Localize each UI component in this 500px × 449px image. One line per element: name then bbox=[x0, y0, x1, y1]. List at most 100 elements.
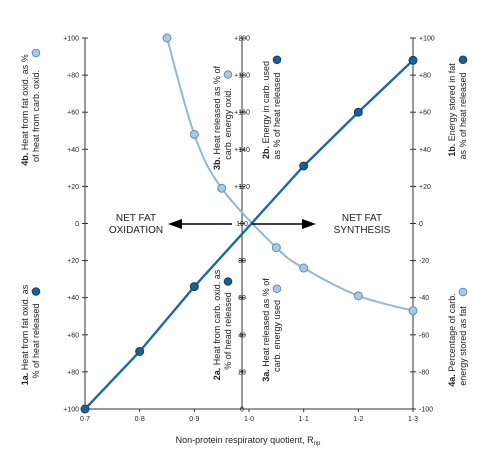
axis-label-number: 3b. bbox=[212, 155, 222, 171]
axis-label-number: 1b. bbox=[447, 141, 457, 157]
dark-series-point bbox=[353, 107, 363, 117]
oxidation-line-1: NET FAT bbox=[116, 213, 156, 224]
light-series-point bbox=[217, 183, 227, 193]
mid-tick-label: +200 bbox=[234, 36, 250, 43]
axis-label-line-1: 1b. Energy stored in fat bbox=[447, 63, 457, 157]
dark-series-point bbox=[189, 282, 199, 292]
axis-label-line-1: 4b. Heat from fat oxid. as % bbox=[20, 54, 30, 166]
label-1a: 1a. Heat from fat oxid. as% of heat rele… bbox=[20, 284, 41, 385]
axis-label-line-2: energy stored as fat bbox=[458, 306, 468, 386]
right-tick-label: -20 bbox=[419, 258, 429, 265]
right-tick-label: +40 bbox=[419, 147, 431, 154]
mid-tick-label: 100 bbox=[236, 221, 248, 228]
net-fat-oxidation-annotation: NET FAT OXIDATION bbox=[109, 213, 163, 236]
data-series bbox=[80, 33, 418, 414]
axis-label-line-1: 3a. Heat released as % of bbox=[261, 278, 271, 382]
left-tick-label: +60 bbox=[67, 332, 79, 339]
left-tick-label: 0 bbox=[75, 221, 79, 228]
mid-tick-label: +180 bbox=[234, 73, 250, 80]
left-tick-label: +20 bbox=[67, 184, 79, 191]
label-3b: 3b. Heat released as % of carb. energy ox… bbox=[212, 65, 233, 170]
left-tick-label: +80 bbox=[67, 369, 79, 376]
axis-label-line-2: of heat from carb. oxid. bbox=[31, 70, 41, 162]
axis-label-number: 4b. bbox=[20, 150, 30, 166]
axis-label-text: Energy in carb. used bbox=[261, 61, 271, 144]
mid-tick-label: 60 bbox=[238, 295, 246, 302]
axis-label-line-2: as % of heat released bbox=[458, 72, 468, 159]
right-tick-label: -100 bbox=[419, 407, 433, 414]
light-legend-marker bbox=[223, 70, 233, 79]
x-tick-label: 0·9 bbox=[189, 416, 199, 423]
mid-tick-label: +160 bbox=[234, 110, 250, 117]
axis-label-number: 1a. bbox=[20, 370, 30, 385]
right-tick-label: +60 bbox=[419, 110, 431, 117]
label-4a: 4a. Percentage of carb. energy stored as … bbox=[447, 287, 468, 387]
axis-label-line-1: 3b. Heat released as % of bbox=[212, 65, 222, 170]
light-legend-marker bbox=[31, 48, 41, 58]
dark-series-point bbox=[135, 346, 145, 356]
axis-label-text: Energy stored in fat bbox=[447, 63, 457, 142]
mid-tick-label: 80 bbox=[238, 258, 246, 265]
axis-label-number: 2a. bbox=[212, 365, 222, 380]
axis-label-line-1: 2a. Heat from carb. oxid. as bbox=[212, 269, 222, 380]
light-legend-marker bbox=[458, 287, 468, 297]
axis-label-line-2: % of head released bbox=[223, 292, 233, 370]
x-tick-label: 0·7 bbox=[80, 416, 90, 423]
light-series-point bbox=[299, 263, 309, 273]
mid-tick-label: +140 bbox=[234, 147, 250, 154]
label-2b: 2b. Energy in carb. used as % of heat rel… bbox=[261, 55, 282, 160]
axis-label-line-2: carb. energy used bbox=[272, 300, 282, 372]
right-tick-label: -60 bbox=[419, 332, 429, 339]
dark-series-point bbox=[80, 404, 90, 414]
axis-label-text: Heat released as % of bbox=[212, 65, 222, 154]
axis-label-line-2: carb. energy oxid. bbox=[223, 88, 233, 160]
x-tick-label: 0·8 bbox=[135, 416, 145, 423]
mid-tick-label: 40 bbox=[238, 332, 246, 339]
light-series-point bbox=[408, 306, 418, 316]
dark-legend-marker bbox=[272, 55, 282, 65]
x-axis-title: Non-protein respiratory quotient, Rnp bbox=[176, 435, 321, 447]
right-tick-label: 0 bbox=[419, 221, 423, 228]
label-3a: 3a. Heat released as % of carb. energy us… bbox=[261, 278, 282, 382]
axis-label-line-1: 2b. Energy in carb. used bbox=[261, 61, 271, 159]
right-arrow-head bbox=[302, 219, 316, 229]
light-legend-marker bbox=[272, 284, 282, 294]
dark-series-point bbox=[299, 161, 309, 171]
right-tick-label: -80 bbox=[419, 369, 429, 376]
axis-label-text: Heat from fat oxid. as bbox=[20, 284, 30, 370]
light-series-point bbox=[162, 33, 172, 43]
dark-legend-marker bbox=[31, 287, 41, 296]
axis-label-text: Heat from carb. oxid. as bbox=[212, 269, 222, 365]
left-tick-label: +20 bbox=[67, 258, 79, 265]
x-tick-label: 1·2 bbox=[353, 416, 363, 423]
mid-tick-label: +120 bbox=[234, 184, 250, 191]
axis-label-line-1: 4a. Percentage of carb. bbox=[447, 293, 457, 387]
axis-label-line-1: 1a. Heat from fat oxid. as bbox=[20, 284, 30, 385]
left-tick-label: +100 bbox=[63, 407, 79, 414]
axis-ticks: +100 +200 +100+80 +180 +80+60 +160 +60+40 +140 +… bbox=[63, 36, 435, 424]
axis-labels: 4b. Heat from fat oxid. as % of heat from… bbox=[20, 48, 468, 387]
light-series-point bbox=[189, 129, 199, 139]
label-4b: 4b. Heat from fat oxid. as % of heat from… bbox=[20, 48, 41, 166]
axis-label-number: 4a. bbox=[447, 372, 457, 387]
left-arrow-head bbox=[168, 219, 182, 229]
left-tick-label: +100 bbox=[63, 36, 79, 43]
axis-label-text: Percentage of carb. bbox=[447, 293, 457, 372]
left-tick-label: +40 bbox=[67, 295, 79, 302]
light-series-point bbox=[271, 243, 281, 253]
left-tick-label: +60 bbox=[67, 110, 79, 117]
axis-label-line-2: as % of heat released bbox=[272, 72, 282, 159]
x-tick-label: 1·1 bbox=[299, 416, 309, 423]
axis-label-number: 3a. bbox=[261, 367, 271, 382]
right-tick-label: +100 bbox=[419, 36, 435, 43]
axis-label-text: Heat from fat oxid. as % bbox=[20, 54, 30, 150]
left-tick-label: +40 bbox=[67, 147, 79, 154]
right-tick-label: +80 bbox=[419, 73, 431, 80]
oxidation-line-2: OXIDATION bbox=[109, 225, 163, 236]
left-tick-label: +80 bbox=[67, 73, 79, 80]
dark-series-line bbox=[84, 59, 414, 410]
mid-tick-label: 20 bbox=[238, 369, 246, 376]
dark-legend-marker bbox=[458, 55, 468, 65]
light-series-line bbox=[166, 37, 414, 312]
